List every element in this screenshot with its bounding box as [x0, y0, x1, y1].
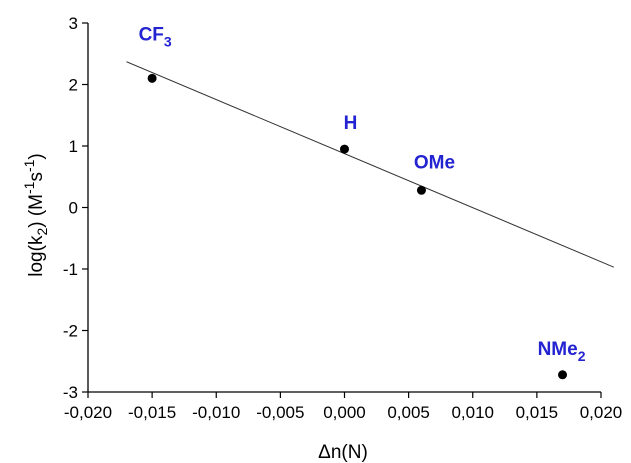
y-tick-label: 3: [69, 14, 78, 33]
data-point: [340, 144, 349, 154]
x-tick-label: 0,020: [580, 403, 623, 422]
y-tick-label: -3: [63, 383, 78, 402]
y-tick-label: 0: [69, 199, 78, 218]
y-tick-label: -1: [63, 260, 78, 279]
x-tick-label: 0,005: [387, 403, 430, 422]
x-axis-ticks: -0,020 -0,015 -0,010 -0,005 0,000 0,005 0,010 0…: [64, 392, 622, 422]
point-label: CF3: [139, 24, 172, 49]
point-label: NMe2: [538, 339, 586, 364]
data-point: [416, 185, 426, 195]
fit-line: [126, 61, 615, 268]
x-tick-label: 0,010: [451, 403, 494, 422]
y-axis-ticks: -3 -2 -1 0 1 2 3: [63, 14, 88, 402]
point-label: OMe: [414, 152, 455, 173]
point-labels: CF3 H OMe NMe2: [139, 24, 586, 363]
x-tick-label: -0,005: [256, 403, 304, 422]
x-tick-label: -0,020: [64, 403, 112, 422]
y-tick-label: 1: [69, 137, 78, 156]
point-label: H: [344, 113, 358, 134]
x-axis-title: Δn(N): [318, 442, 368, 463]
y-axis-title: log(k2) (M-1s-1): [21, 153, 50, 276]
x-tick-label: -0,010: [192, 403, 240, 422]
fit-line-group: [126, 61, 615, 268]
x-tick-label: 0,000: [323, 403, 366, 422]
data-point: [558, 370, 568, 380]
x-tick-label: -0,015: [128, 403, 176, 422]
data-point: [147, 73, 157, 83]
y-tick-label: 2: [69, 76, 78, 95]
x-tick-label: 0,015: [516, 403, 559, 422]
data-points: [147, 73, 568, 380]
y-tick-label: -2: [63, 322, 78, 341]
